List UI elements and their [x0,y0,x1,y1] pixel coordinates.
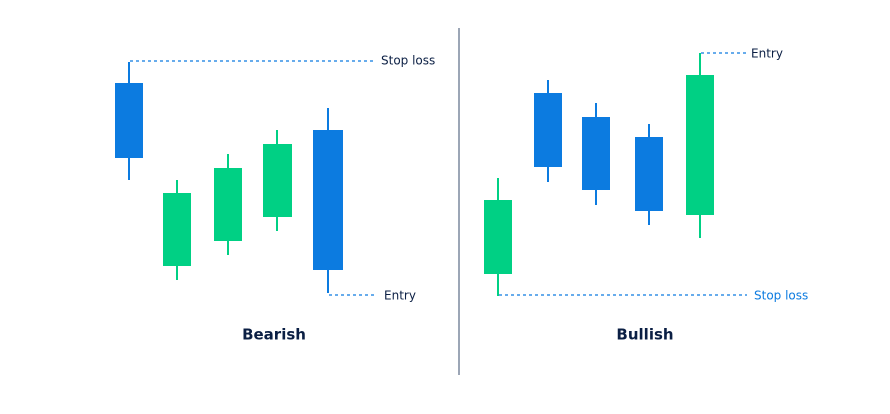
annotation: Entry [751,47,783,61]
candle-body [635,137,663,211]
candle-body [214,168,242,241]
candle-body [582,117,610,190]
candle-body [313,130,343,270]
annotation: Entry [384,289,416,303]
annotation: Stop loss [381,54,435,68]
candle-body [484,200,512,274]
candle-body [263,144,292,217]
candle-body [163,193,191,266]
bearish-panel: Stop loss Entry Bearish [115,54,435,344]
panel-title: Bullish [616,326,673,344]
candle-body [534,93,562,167]
annotation: Stop loss [754,289,808,303]
candle-body [115,83,143,158]
candle-body [686,75,714,215]
bullish-panel: Entry Stop loss Bullish [484,47,808,344]
panel-title: Bearish [242,326,306,344]
